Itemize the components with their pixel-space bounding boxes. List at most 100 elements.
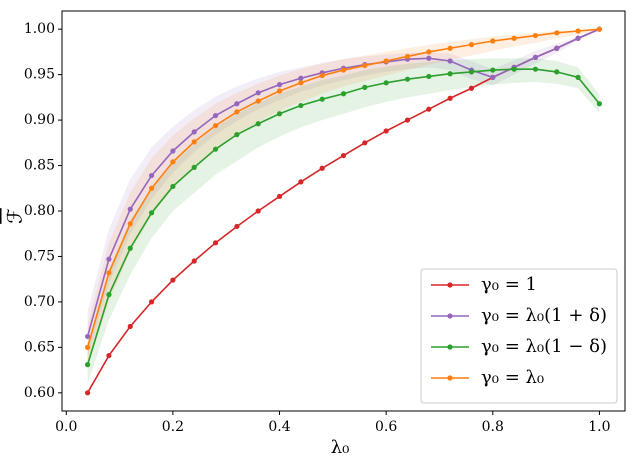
- point: [383, 80, 389, 86]
- point: [212, 240, 219, 246]
- point: [383, 58, 389, 64]
- y-tick-label: 0.80: [24, 203, 55, 219]
- point: [255, 98, 261, 104]
- point: [362, 140, 368, 146]
- point: [362, 84, 368, 90]
- point: [596, 26, 603, 32]
- point: [447, 71, 453, 77]
- point: [234, 101, 240, 107]
- point: [127, 245, 133, 251]
- point: [575, 28, 581, 34]
- y-axis-label: ℱ: [3, 208, 27, 224]
- band: [87, 29, 600, 357]
- point: [234, 109, 240, 115]
- point: [191, 129, 197, 135]
- point: [191, 164, 197, 170]
- point: [276, 111, 283, 117]
- x-tick-label: 1.0: [588, 419, 610, 435]
- point: [127, 221, 133, 227]
- y-tick-label: 1.00: [24, 21, 55, 37]
- point: [84, 362, 91, 368]
- point: [170, 159, 176, 165]
- x-axis-label: λ₀: [331, 437, 350, 458]
- legend-marker: [447, 344, 453, 350]
- point: [532, 66, 539, 72]
- point: [319, 72, 325, 79]
- point: [575, 35, 581, 41]
- y-tick-label: 0.95: [24, 67, 55, 83]
- point: [255, 121, 261, 127]
- legend-label: γ₀ = λ₀(1 − δ): [481, 336, 607, 357]
- point: [404, 53, 411, 60]
- point: [148, 185, 155, 191]
- point: [426, 49, 432, 55]
- point: [340, 91, 347, 97]
- point: [447, 45, 453, 51]
- point: [298, 80, 304, 86]
- point: [276, 88, 283, 94]
- point: [298, 102, 304, 109]
- point: [106, 256, 112, 262]
- point: [490, 74, 496, 80]
- point: [191, 258, 197, 264]
- point: [426, 73, 432, 80]
- point: [383, 128, 389, 134]
- point: [468, 85, 475, 91]
- point: [319, 96, 325, 102]
- point: [234, 223, 240, 230]
- point: [84, 333, 91, 340]
- y-tick-label: 0.90: [24, 112, 55, 128]
- y-tick-label: 0.75: [24, 248, 55, 264]
- legend-marker: [447, 282, 453, 288]
- x-tick-label: 0.0: [55, 419, 77, 435]
- point: [554, 69, 560, 75]
- point: [596, 101, 603, 107]
- point: [84, 390, 91, 396]
- point: [447, 95, 453, 101]
- point: [212, 146, 219, 152]
- point: [191, 139, 197, 145]
- point: [212, 122, 219, 129]
- point: [554, 30, 560, 36]
- point: [404, 76, 411, 82]
- point: [298, 75, 304, 81]
- legend-label: γ₀ = λ₀(1 + δ): [481, 305, 607, 326]
- point: [468, 69, 475, 75]
- point: [84, 344, 91, 350]
- legend-marker: [447, 375, 453, 381]
- point: [298, 179, 304, 185]
- point: [319, 165, 325, 171]
- point: [340, 152, 347, 159]
- point: [447, 58, 453, 64]
- legend-marker: [447, 313, 453, 319]
- point: [426, 106, 432, 112]
- x-tick-label: 0.2: [162, 419, 184, 435]
- point: [490, 38, 496, 44]
- point: [276, 82, 283, 88]
- legend-label: γ₀ = 1: [481, 274, 537, 295]
- point: [276, 193, 283, 200]
- point: [362, 62, 368, 69]
- point: [234, 132, 240, 138]
- point: [575, 74, 581, 80]
- y-tick-label: 0.85: [24, 158, 55, 174]
- point: [468, 42, 475, 48]
- point: [127, 206, 133, 212]
- point: [212, 112, 219, 119]
- point: [554, 45, 560, 51]
- point: [106, 270, 112, 276]
- point: [106, 292, 112, 298]
- legend-box: [420, 268, 618, 404]
- y-tick-label: 0.70: [24, 294, 55, 310]
- point: [511, 66, 517, 72]
- point: [148, 210, 155, 216]
- point: [511, 35, 517, 41]
- x-tick-label: 0.6: [375, 419, 397, 435]
- point: [255, 90, 261, 96]
- band: [87, 58, 600, 384]
- y-tick-label: 0.60: [24, 385, 55, 401]
- plot-frame: [61, 10, 626, 412]
- legend-label: γ₀ = λ₀: [481, 367, 544, 388]
- point: [127, 323, 133, 330]
